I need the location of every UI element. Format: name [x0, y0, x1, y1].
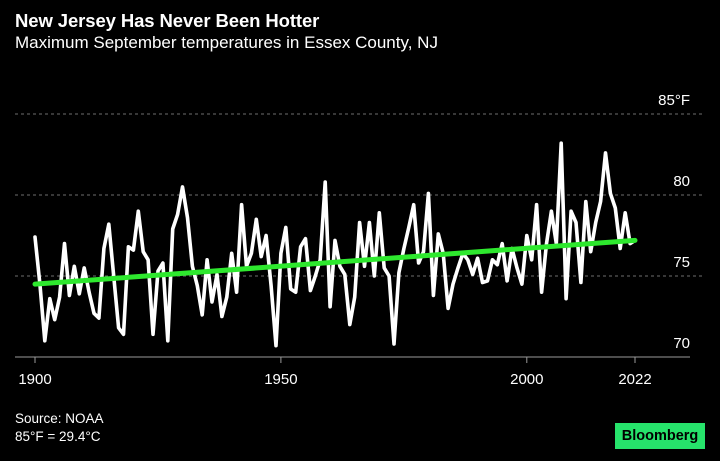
temperature-series-line [33, 141, 637, 348]
x-axis-ticks: 1900 1950 2000 2022 [18, 357, 652, 388]
x-tick-label: 1900 [18, 371, 51, 388]
x-tick-label: 1950 [264, 371, 297, 388]
source-note: Source: NOAA 85°F = 29.4°C [15, 410, 104, 446]
trend-line [32, 237, 638, 287]
x-tick-label: 2000 [510, 371, 543, 388]
data-marks [32, 141, 638, 348]
y-tick-label: 75 [673, 254, 690, 271]
y-tick-label: 70 [673, 335, 690, 352]
y-tick-label: 80 [673, 173, 690, 190]
bloomberg-logo: Bloomberg [615, 423, 705, 449]
chart-subtitle: Maximum September temperatures in Essex … [15, 33, 438, 52]
y-tick-label: 85°F [658, 92, 690, 109]
y-axis-ticks: 70 75 80 85°F [658, 92, 690, 352]
source-text: Source: NOAA [15, 411, 104, 426]
chart-title: New Jersey Has Never Been Hotter [15, 10, 320, 31]
x-tick-label: 2022 [618, 371, 651, 388]
conversion-note: 85°F = 29.4°C [15, 429, 101, 444]
